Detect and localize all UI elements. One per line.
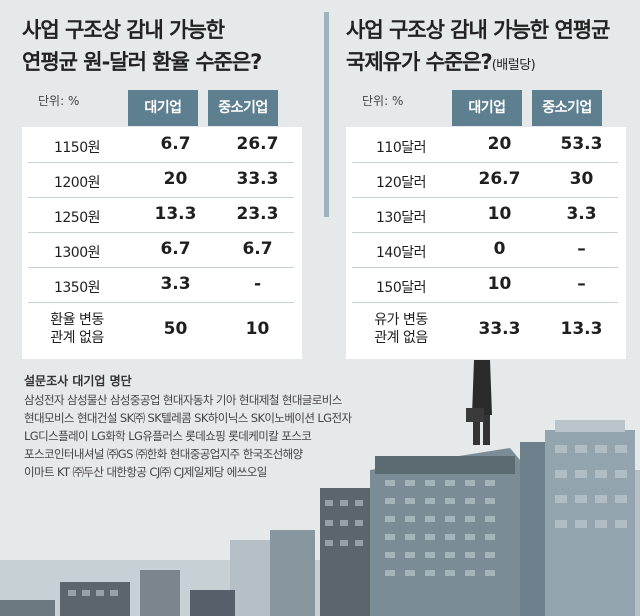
table-row: 유가 변동 관계 없음 33.3 13.3	[352, 302, 618, 359]
survey-line: 이마트 KT ㈜두산 대한항공 CJ㈜ CJ제일제당 에쓰오일	[24, 465, 267, 479]
col-header-sme: 중소기업	[532, 90, 602, 126]
survey-line: LG디스플레이 LG화학 LG유플러스 롯데쇼핑 롯데케미칼 포스코	[24, 429, 312, 443]
title-line-1: 사업 구조상 감내 가능한	[22, 18, 225, 42]
table-row: 140달러 0–	[352, 232, 618, 267]
exchange-rate-table: 1150원 6.7 26.7 1200원 20 33.3 1250원 13.3 23.3 1…	[28, 128, 294, 359]
oil-price-title: 사업 구조상 감내 가능한 연평균 국제유가 수준은?(배럴당)	[346, 14, 610, 82]
oil-price-panel: 사업 구조상 감내 가능한 연평균 국제유가 수준은?(배럴당) 단위: % 대…	[324, 0, 640, 616]
panel-divider-bar	[324, 12, 329, 217]
exchange-rate-panel: 사업 구조상 감내 가능한 연평균 원-달러 환율 수준은? 단위: % 대기업…	[0, 0, 352, 616]
table-row: 1300원 6.7 6.7	[28, 232, 294, 267]
col-header-large-firms: 대기업	[452, 90, 522, 126]
title-line-2: 국제유가 수준은?	[346, 50, 493, 74]
col-header-large-firms: 대기업	[128, 90, 198, 126]
table-row: 1250원 13.3 23.3	[28, 197, 294, 232]
survey-line: 현대모비스 현대건설 SK㈜ SK텔레콤 SK하이닉스 SK이노베이션 LG전자	[24, 411, 352, 425]
table-row: 110달러 20 53.3	[376, 134, 603, 156]
title-line-2: 연평균 원-달러 환율 수준은?	[22, 50, 262, 74]
unit-label: 단위: %	[38, 94, 80, 108]
table-row: 환율 변동 관계 없음 50 10	[28, 302, 294, 359]
table-row: 1150원 6.7 26.7	[53, 134, 279, 156]
survey-title: 설문조사 대기업 명단	[24, 374, 132, 388]
oil-price-table: 110달러 20 53.3 120달러 26.7 30 130달러 10 3.3 140달러…	[352, 128, 618, 359]
table-row: 130달러 10 3.3	[352, 197, 618, 232]
table-row: 120달러 26.7 30	[352, 162, 618, 197]
table-row: 1200원 20 33.3	[28, 162, 294, 197]
unit-label: 단위: %	[362, 94, 404, 108]
table-background	[346, 127, 626, 359]
survey-line: 삼성전자 삼성물산 삼성중공업 현대자동차 기아 현대제철 현대글로비스	[24, 393, 342, 407]
table-row: 1350원 3.3-	[28, 267, 294, 302]
table-background	[22, 127, 302, 359]
col-header-sme: 중소기업	[208, 90, 278, 126]
table-row: 150달러 10–	[352, 267, 618, 302]
exchange-rate-title: 사업 구조상 감내 가능한 연평균 원-달러 환율 수준은?	[22, 14, 262, 78]
title-subtitle: (배럴당)	[491, 58, 536, 73]
title-line-1: 사업 구조상 감내 가능한 연평균	[346, 18, 610, 42]
survey-line: 포스코인터내셔널 ㈜GS ㈜한화 현대중공업지주 한국조선해양	[24, 447, 303, 461]
